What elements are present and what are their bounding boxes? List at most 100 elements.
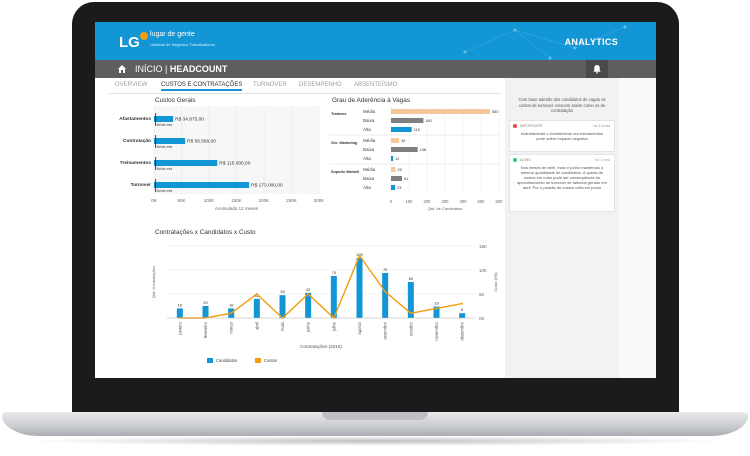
row-label: Alta bbox=[363, 127, 371, 132]
laptop-shadow bbox=[20, 436, 730, 446]
x-tick-label: 200K bbox=[259, 198, 270, 203]
y2-tick-label: 10K bbox=[479, 268, 487, 273]
contratacoes-title: Contratações x Candidatos x Custo bbox=[155, 229, 256, 236]
insight-time: há 1 hora bbox=[595, 158, 610, 162]
x-tick-label: 300K bbox=[314, 198, 325, 203]
group-label: Suporte Mainell bbox=[331, 170, 359, 174]
row-label: Média bbox=[363, 138, 376, 143]
bar-value-label: 42 bbox=[306, 287, 311, 292]
bar bbox=[391, 147, 418, 152]
x-tick-label: julho bbox=[331, 321, 336, 332]
tab-absenteismo[interactable]: ABSENTEÍSMO bbox=[354, 82, 398, 88]
cost-point bbox=[384, 290, 387, 293]
tab-turnover[interactable]: TURNOVER bbox=[253, 82, 287, 88]
x-tick-label: 500 bbox=[478, 199, 486, 204]
insight-card-important[interactable]: IMPORTANTE há 3 horas Indiretamente o in… bbox=[509, 120, 615, 152]
bar-value-label: 75 bbox=[383, 267, 388, 272]
x-tick-label: 0 bbox=[390, 199, 393, 204]
tab-bar: OVERVIEW CUSTOS E CONTRATAÇÕES TURNOVER … bbox=[95, 78, 505, 94]
y2-tick-label: 15K bbox=[479, 244, 487, 249]
tab-desempenho[interactable]: DESEMPENHO bbox=[299, 82, 342, 88]
tab-divider bbox=[109, 93, 501, 94]
bar-value-label: 45 bbox=[401, 139, 405, 143]
notifications-button[interactable] bbox=[586, 60, 608, 78]
bar-value-label: 19 bbox=[434, 301, 439, 306]
laptop-chin bbox=[72, 378, 679, 415]
bar bbox=[433, 306, 440, 318]
logo-dot-icon bbox=[140, 32, 148, 40]
bar-value-label: 115 bbox=[414, 128, 420, 132]
category-label: Turnover bbox=[131, 182, 152, 188]
breadcrumb-separator: | bbox=[165, 64, 168, 74]
nav-bar: INÍCIO | HEADCOUNT bbox=[95, 60, 656, 78]
bar bbox=[459, 313, 466, 318]
bar bbox=[391, 118, 424, 123]
average-marker-label: Média mês bbox=[157, 167, 173, 171]
right-strip bbox=[619, 78, 656, 378]
x-tick-label: 600 bbox=[496, 199, 504, 204]
bar bbox=[391, 176, 402, 181]
bar-value-label: R$ 173.000,00 bbox=[251, 183, 283, 189]
insights-intro: Com base adesão dos candidatos de vagas … bbox=[518, 97, 606, 113]
average-marker-label: Média mês bbox=[157, 189, 173, 193]
bar-value-label: 70 bbox=[332, 270, 337, 275]
bar bbox=[391, 127, 412, 132]
x-tick-label: agosto bbox=[357, 321, 362, 334]
insight-card-achei[interactable]: ACHEI há 1 hora Nos meses de abril, maio… bbox=[509, 154, 615, 212]
x-axis-label: Acumulado 12 meses bbox=[215, 206, 259, 211]
network-decoration bbox=[463, 25, 627, 60]
x-tick-label: 250K bbox=[286, 198, 297, 203]
row-label: Baixa bbox=[363, 176, 375, 181]
cost-line bbox=[179, 254, 463, 320]
breadcrumb-home[interactable]: INÍCIO bbox=[135, 64, 163, 74]
x-tick-label: 100K bbox=[204, 198, 215, 203]
bar bbox=[407, 282, 414, 318]
legend-swatch bbox=[255, 358, 261, 363]
x-tick-label: 100 bbox=[406, 199, 414, 204]
y2-axis-label: Custo (R$) bbox=[493, 272, 498, 292]
x-tick-label: dezembro bbox=[460, 321, 465, 340]
bar bbox=[253, 298, 260, 318]
category-label: Afastamentos bbox=[119, 116, 151, 122]
custos-gerais-chart: 0K 50K 100K 150K 200K 250K 300K Acumulado 12 me… bbox=[119, 106, 325, 211]
group-label: Ger. Marketing bbox=[331, 141, 358, 145]
average-marker-label: Média mês bbox=[157, 123, 173, 127]
bar bbox=[154, 138, 186, 144]
logo: LG bbox=[119, 34, 140, 51]
breadcrumb: INÍCIO | HEADCOUNT bbox=[135, 64, 227, 74]
bar-value-label: 61 bbox=[404, 177, 408, 181]
x-tick-label: maio bbox=[280, 321, 285, 331]
x-tick-label: 400 bbox=[460, 199, 468, 204]
bar bbox=[391, 109, 490, 114]
bar bbox=[391, 138, 400, 143]
x-tick-label: outubro bbox=[408, 321, 413, 336]
bar-value-label: R$ 56.589,00 bbox=[187, 139, 216, 145]
x-tick-label: setembro bbox=[383, 321, 388, 339]
y2-tick-label: 5K bbox=[479, 292, 485, 297]
x-tick-label: 50K bbox=[177, 198, 185, 203]
aderencia-chart: 0 100 200 300 400 500 600 Qtd. de Candidatos Tra… bbox=[329, 106, 504, 211]
bar-value-label: 20 bbox=[203, 300, 208, 305]
tab-custos-contratacoes[interactable]: CUSTOS E CONTRATAÇÕES bbox=[161, 82, 243, 91]
bell-icon bbox=[593, 65, 601, 74]
insight-text: Indiretamente o investimento em treiname… bbox=[520, 131, 604, 141]
laptop-notch bbox=[322, 412, 428, 420]
legend-label: Candidatos bbox=[216, 358, 237, 363]
home-icon[interactable] bbox=[117, 64, 127, 74]
x-tick-label: fevereiro bbox=[203, 321, 208, 338]
row-label: Média bbox=[363, 109, 376, 114]
x-tick-label: abril bbox=[254, 322, 259, 330]
breadcrumb-current: HEADCOUNT bbox=[169, 64, 228, 74]
cost-point bbox=[230, 312, 233, 315]
x-tick-label: 150K bbox=[231, 198, 242, 203]
insight-tag: IMPORTANTE bbox=[520, 124, 543, 128]
bar bbox=[391, 156, 394, 161]
legend-label: Custos bbox=[264, 358, 277, 363]
bar-value-label: 180 bbox=[425, 119, 431, 123]
cost-point bbox=[307, 293, 310, 295]
row-label: Baixa bbox=[363, 118, 375, 123]
bar-value-label: 148 bbox=[420, 148, 426, 152]
bar bbox=[154, 160, 218, 166]
bar-value-label: R$ 115.000,00 bbox=[219, 161, 250, 167]
tab-overview[interactable]: OVERVIEW bbox=[115, 82, 148, 88]
